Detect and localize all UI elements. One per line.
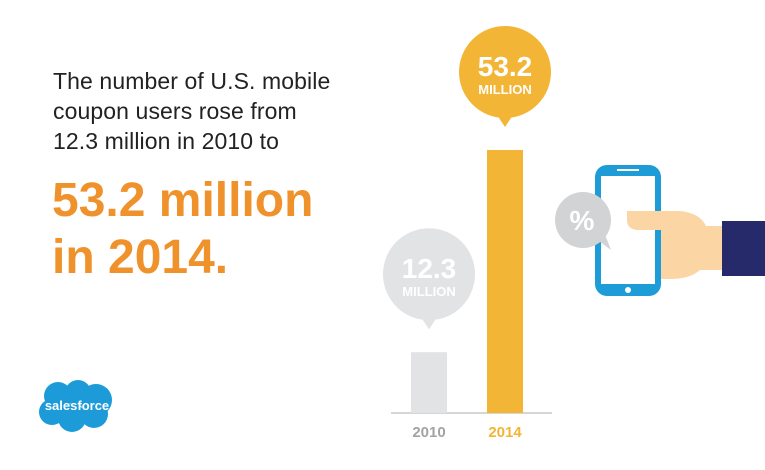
data-label: 12.3 <box>402 253 457 284</box>
data-unit-label: MILLION <box>478 82 531 97</box>
headline: 53.2 million in 2014. <box>52 172 313 286</box>
value-bubble <box>459 26 551 118</box>
value-bubble <box>383 228 475 321</box>
value-bubble-tail <box>495 112 515 127</box>
headline-line: in 2014. <box>52 231 229 284</box>
hand-phone-illustration: % <box>555 165 765 296</box>
phone-speaker <box>617 169 639 171</box>
intro-line: coupon users rose from <box>53 98 297 124</box>
headline-line: 53.2 million <box>52 174 314 227</box>
bar-2010 <box>411 352 447 413</box>
phone-home-button <box>625 287 631 293</box>
value-bubble-tail <box>419 314 439 330</box>
intro-line: The number of U.S. mobile <box>53 68 331 94</box>
data-label: 53.2 <box>478 51 533 82</box>
bar-2014 <box>487 150 523 413</box>
intro-text: The number of U.S. mobile coupon users r… <box>53 66 330 156</box>
hand <box>627 211 722 279</box>
percent-symbol: % <box>570 205 595 236</box>
salesforce-logo: salesforce <box>38 378 116 434</box>
logo-text: salesforce <box>44 398 110 413</box>
data-unit-label: MILLION <box>402 284 455 299</box>
intro-line: 12.3 million in 2010 to <box>53 128 280 154</box>
sleeve <box>722 221 765 276</box>
percent-bubble-icon: % <box>555 192 611 250</box>
x-tick-label: 2010 <box>412 424 445 441</box>
x-tick-label: 2014 <box>488 424 522 441</box>
cloud-icon <box>39 380 112 432</box>
